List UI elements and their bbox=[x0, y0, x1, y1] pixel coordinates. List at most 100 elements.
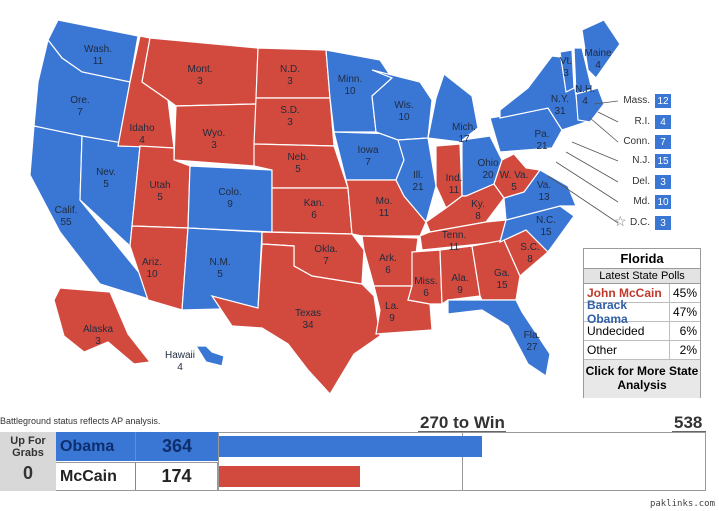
state-ev-nm: 5 bbox=[217, 269, 223, 280]
state-ev-sc: 8 bbox=[527, 254, 533, 265]
leader-line bbox=[589, 117, 619, 143]
small-state-ev-box[interactable]: 3 bbox=[655, 216, 671, 230]
state-label-wi: Wis. bbox=[394, 100, 413, 111]
state-ev-wv: 5 bbox=[511, 182, 517, 193]
poll-pct: 45% bbox=[672, 286, 697, 300]
state-il[interactable] bbox=[395, 137, 437, 224]
state-ev-nh: 4 bbox=[582, 96, 588, 107]
state-ev-ne: 5 bbox=[295, 164, 301, 175]
small-state-label: Mass. bbox=[623, 95, 650, 106]
state-label-ak: Alaska bbox=[83, 324, 113, 335]
threshold-line bbox=[462, 433, 463, 490]
state-fl[interactable] bbox=[447, 299, 551, 378]
state-vt[interactable] bbox=[559, 49, 575, 93]
state-label-wv: W. Va. bbox=[500, 170, 529, 181]
state-ev-tx: 34 bbox=[302, 320, 314, 331]
state-label-al: Ala. bbox=[451, 273, 468, 284]
small-state-ev-box[interactable]: 10 bbox=[655, 195, 671, 209]
candidate-ev: 174 bbox=[161, 466, 192, 486]
small-state-label: Conn. bbox=[623, 136, 650, 147]
small-state-label: Md. bbox=[633, 196, 650, 207]
state-mi[interactable] bbox=[427, 73, 479, 143]
poll-pct: 47% bbox=[672, 305, 697, 319]
state-label-mi: Mich. bbox=[452, 122, 476, 133]
to-win-label: 270 to Win bbox=[420, 413, 505, 432]
poll-row-other: Other 2% bbox=[584, 341, 700, 360]
state-label-oh: Ohio bbox=[477, 158, 499, 169]
up-for-grabs-value: 0 bbox=[22, 463, 33, 483]
state-label-hi: Hawaii bbox=[165, 350, 195, 361]
state-ev-nv: 5 bbox=[103, 179, 109, 190]
state-ev-mo: 11 bbox=[379, 208, 390, 219]
state-ev-la: 9 bbox=[389, 313, 395, 324]
state-al[interactable] bbox=[439, 245, 481, 306]
state-label-co: Colo. bbox=[218, 187, 241, 198]
state-label-nh: N.H. bbox=[575, 84, 595, 95]
state-az[interactable] bbox=[129, 225, 189, 311]
us-electoral-map: Wash.11Ore.7Calif.55Nev.5Idaho4Mont.3Wyo… bbox=[29, 19, 621, 395]
state-label-ky: Ky. bbox=[471, 199, 485, 210]
state-ev-az: 10 bbox=[146, 269, 158, 280]
total-label: 538 bbox=[674, 413, 703, 432]
state-label-wy: Wyo. bbox=[203, 128, 226, 139]
mccain-ev-bar bbox=[219, 466, 360, 487]
state-label-az: Ariz. bbox=[142, 257, 162, 268]
state-label-mo: Mo. bbox=[376, 196, 393, 207]
small-state-label: R.I. bbox=[634, 116, 650, 127]
state-ev-in: 11 bbox=[449, 185, 460, 196]
state-label-mt: Mont. bbox=[187, 64, 212, 75]
star-icon: ☆ bbox=[614, 213, 627, 229]
state-label-ny: N.Y. bbox=[551, 94, 569, 105]
state-label-id: Idaho bbox=[129, 123, 154, 134]
state-ev-va: 13 bbox=[538, 192, 550, 203]
poll-name: John McCain bbox=[584, 284, 670, 302]
poll-pct: 6% bbox=[679, 324, 697, 338]
small-state-ev-box[interactable]: 7 bbox=[655, 135, 671, 149]
state-ev-hi: 4 bbox=[177, 362, 183, 373]
state-label-tn: Tenn. bbox=[442, 230, 466, 241]
poll-state-title: Florida bbox=[620, 251, 664, 266]
state-label-ne: Neb. bbox=[287, 152, 308, 163]
more-analysis-button[interactable]: Click for More State Analysis bbox=[584, 360, 700, 398]
state-label-nv: Nev. bbox=[96, 167, 116, 178]
state-ev-ms: 6 bbox=[423, 288, 429, 299]
poll-name: Other bbox=[584, 341, 670, 359]
state-hi[interactable] bbox=[194, 345, 225, 367]
state-label-nc: N.C. bbox=[536, 215, 556, 226]
poll-row-mccain: John McCain 45% bbox=[584, 284, 700, 303]
small-state-ev-box[interactable]: 3 bbox=[655, 175, 671, 189]
leader-line bbox=[565, 151, 619, 183]
state-label-nm: N.M. bbox=[209, 257, 230, 268]
state-label-ks: Kan. bbox=[304, 198, 325, 209]
leader-line bbox=[571, 141, 619, 162]
state-ev-mn: 10 bbox=[344, 86, 356, 97]
state-ev-sd: 3 bbox=[287, 117, 293, 128]
poll-name: Barack Obama bbox=[584, 298, 670, 326]
leader-line bbox=[547, 175, 619, 224]
state-label-sc: S.C. bbox=[520, 242, 539, 253]
state-label-me: Maine bbox=[584, 48, 612, 59]
poll-subtitle: Latest State Polls bbox=[584, 268, 700, 284]
small-state-ev-box[interactable]: 12 bbox=[655, 94, 671, 108]
state-wv[interactable] bbox=[493, 153, 542, 199]
leader-line bbox=[593, 100, 619, 105]
battleground-note: Battleground status reflects AP analysis… bbox=[0, 416, 161, 426]
small-state-ev-box[interactable]: 15 bbox=[655, 154, 671, 168]
state-ev-ak: 3 bbox=[95, 336, 101, 347]
state-ev-il: 21 bbox=[412, 182, 424, 193]
small-state-label: N.J. bbox=[632, 155, 650, 166]
small-state-ev-box[interactable]: 4 bbox=[655, 115, 671, 129]
state-ev-ar: 6 bbox=[385, 265, 391, 276]
state-label-in: Ind. bbox=[446, 173, 463, 184]
state-ak[interactable] bbox=[53, 287, 152, 365]
state-label-mn: Minn. bbox=[338, 74, 362, 85]
state-ev-ca: 55 bbox=[60, 217, 72, 228]
state-ev-nd: 3 bbox=[287, 76, 293, 87]
state-tx[interactable] bbox=[210, 243, 381, 395]
state-ia[interactable] bbox=[333, 131, 405, 181]
candidate-name: McCain bbox=[56, 463, 136, 490]
state-me[interactable] bbox=[581, 19, 621, 79]
state-ev-co: 9 bbox=[227, 199, 233, 210]
state-region-new-england[interactable] bbox=[575, 87, 605, 123]
up-for-grabs-box: Up For Grabs 0 bbox=[0, 432, 56, 491]
